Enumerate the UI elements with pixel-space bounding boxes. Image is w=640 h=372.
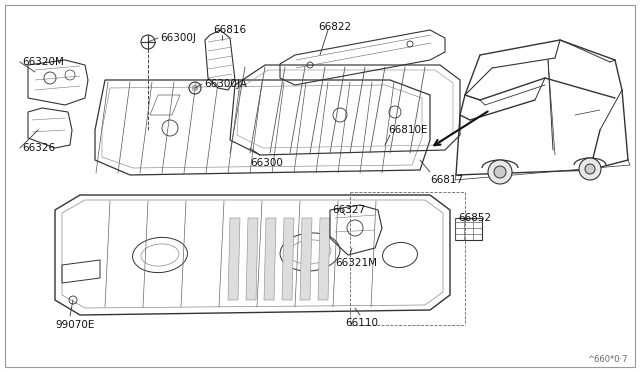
Text: 66810E: 66810E — [388, 125, 428, 135]
Text: 66110: 66110 — [345, 318, 378, 328]
Text: 66300JA: 66300JA — [204, 79, 247, 89]
Circle shape — [488, 160, 512, 184]
Text: 66822: 66822 — [318, 22, 351, 32]
Text: 66320M: 66320M — [22, 57, 64, 67]
Text: 66321M: 66321M — [335, 258, 377, 268]
Circle shape — [494, 166, 506, 178]
Circle shape — [585, 164, 595, 174]
Polygon shape — [300, 218, 312, 300]
Polygon shape — [318, 218, 330, 300]
Text: 66326: 66326 — [22, 143, 55, 153]
Circle shape — [192, 85, 198, 91]
Circle shape — [579, 158, 601, 180]
Text: 66817: 66817 — [430, 175, 463, 185]
Text: 99070E: 99070E — [55, 320, 94, 330]
Text: ^660*0·7: ^660*0·7 — [588, 355, 628, 364]
Polygon shape — [264, 218, 276, 300]
Polygon shape — [228, 218, 240, 300]
Text: 66327: 66327 — [332, 205, 365, 215]
Text: 66300: 66300 — [250, 158, 283, 168]
Polygon shape — [246, 218, 258, 300]
Polygon shape — [282, 218, 294, 300]
Text: 66852: 66852 — [458, 213, 491, 223]
Text: 66300J: 66300J — [160, 33, 196, 43]
Text: 66816: 66816 — [213, 25, 246, 35]
